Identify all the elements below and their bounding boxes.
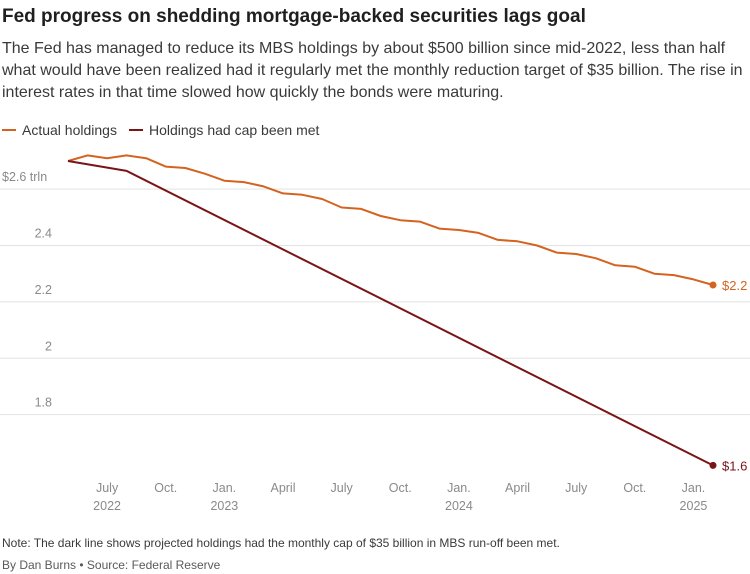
series-end-label-cap-met: $1.6 — [722, 458, 747, 473]
legend-label-actual: Actual holdings — [22, 122, 117, 138]
chart-title: Fed progress on shedding mortgage-backed… — [2, 6, 586, 27]
x-tick-year-label: 2024 — [445, 499, 473, 513]
x-tick-label: July — [331, 481, 354, 495]
series-endpoint-actual-holdings — [709, 281, 717, 289]
legend-label-cap: Holdings had cap been met — [148, 122, 320, 138]
chart-subtitle: The Fed has managed to reduce its MBS ho… — [2, 40, 743, 101]
x-tick-label: April — [505, 481, 530, 495]
x-tick-label: Oct. — [154, 481, 177, 495]
x-tick-label: Jan. — [447, 481, 471, 495]
y-tick-label: 1.8 — [35, 396, 52, 410]
series-line-actual-holdings — [67, 154, 714, 286]
x-tick-label: July — [565, 481, 588, 495]
legend-swatch-actual — [2, 129, 16, 131]
x-tick-label: Jan. — [682, 481, 706, 495]
y-tick-label: 2.4 — [35, 227, 52, 241]
x-tick-label: July — [96, 481, 119, 495]
x-tick-label: April — [270, 481, 295, 495]
series-endpoint-cap-met — [709, 461, 717, 469]
y-tick-label: 2 — [45, 339, 52, 353]
x-tick-label: Jan. — [213, 481, 237, 495]
y-tick-label: $2.6 trln — [2, 170, 47, 184]
line-chart: $2.6 trln 2.4 2.2 2 1.8 July 2022 Oct. Jan. 2023 A… — [0, 154, 750, 513]
y-tick-label: 2.2 — [35, 283, 52, 297]
x-tick-year-label: 2022 — [93, 499, 121, 513]
series-line-cap-met — [67, 160, 714, 467]
series-end-label-actual-holdings: $2.2 — [722, 278, 747, 293]
x-tick-label: Oct. — [623, 481, 646, 495]
chart-byline: By Dan Burns • Source: Federal Reserve — [2, 558, 221, 572]
x-tick-year-label: 2025 — [680, 499, 708, 513]
chart-note: Note: The dark line shows projected hold… — [2, 536, 560, 550]
chart-legend: Actual holdings Holdings had cap been me… — [2, 122, 331, 138]
legend-item-cap: Holdings had cap been met — [128, 122, 320, 138]
x-tick-year-label: 2023 — [210, 499, 238, 513]
legend-swatch-cap — [128, 129, 143, 131]
x-tick-label: Oct. — [389, 481, 412, 495]
legend-item-actual: Actual holdings — [2, 122, 117, 138]
